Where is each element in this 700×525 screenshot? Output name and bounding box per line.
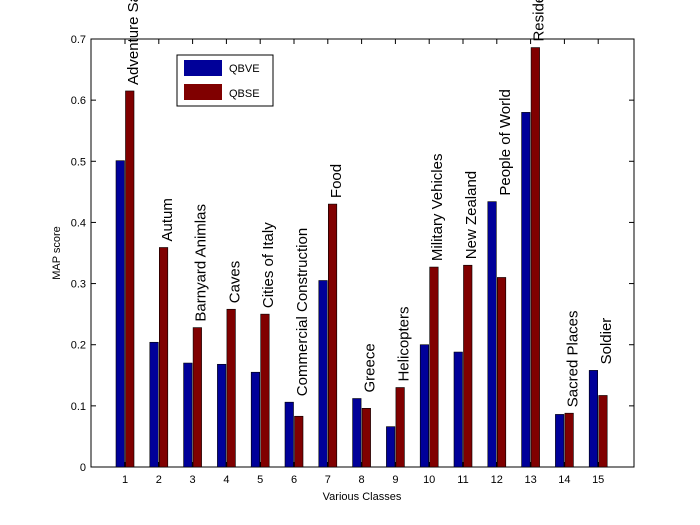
x-tick-label: 5 (257, 474, 263, 486)
bar-qbse-10 (429, 266, 439, 468)
bar-qbse-3 (192, 327, 202, 468)
class-label-14: Sacred Places (564, 310, 581, 407)
y-tick-label: 0.5 (71, 156, 86, 168)
bar-qbse-2 (159, 247, 169, 468)
class-label-10: Military Vehicles (429, 154, 446, 262)
y-tick-label: 0.6 (71, 95, 86, 107)
legend-swatch-qbse (184, 84, 222, 100)
y-tick-label: 0.1 (71, 401, 86, 413)
bar-qbve-10 (419, 344, 430, 468)
x-axis-ticks: 1 2 3 4 5 6 7 8 9 10 11 12 13 14 15 (122, 39, 604, 486)
bar-qbve-11 (453, 351, 463, 468)
bar-qbse-14 (564, 412, 574, 468)
x-tick-label: 2 (156, 474, 162, 486)
bars-group (115, 47, 608, 468)
bar-qbve-4 (217, 363, 227, 468)
bar-qbve-8 (352, 398, 362, 468)
bar-qbse-8 (361, 408, 371, 468)
class-label-1: Adventure Sailing (125, 0, 142, 85)
x-tick-label: 6 (291, 474, 297, 486)
bar-qbve-1 (115, 160, 125, 468)
legend-label-qbse: QBSE (229, 88, 260, 100)
bar-qbse-7 (327, 203, 338, 468)
x-tick-label: 13 (524, 474, 536, 486)
y-tick-label: 0.7 (71, 34, 86, 46)
y-tick-label: 0.4 (71, 217, 86, 229)
bar-qbse-1 (125, 90, 135, 468)
x-tick-label: 1 (122, 474, 128, 486)
x-tick-label: 11 (457, 474, 468, 486)
x-axis-label: Various Classes (323, 491, 402, 503)
class-label-8: Greece (362, 343, 379, 392)
bar-qbve-2 (149, 341, 159, 468)
y-tick-label: 0.3 (71, 279, 86, 291)
bar-qbve-5 (250, 371, 260, 468)
legend: QBVE QBSE (176, 54, 274, 107)
x-tick-label: 14 (558, 474, 570, 486)
bar-qbve-7 (318, 280, 328, 468)
class-label-13: Residential Interiors (531, 0, 548, 42)
plot-area (90, 38, 635, 468)
y-tick-label: 0 (80, 462, 86, 474)
class-label-9: Helicopters (395, 306, 412, 381)
class-label-5: Cities of Italy (260, 222, 277, 308)
bar-qbve-15 (588, 370, 599, 468)
class-labels-group: Adventure Sailing Autum Barnyard Animlas Ca… (125, 0, 615, 407)
bar-qbve-12 (487, 201, 497, 468)
class-label-7: Food (328, 164, 345, 198)
x-tick-label: 10 (423, 474, 435, 486)
bar-qbve-6 (284, 401, 294, 468)
bar-qbse-6 (294, 415, 304, 468)
x-tick-label: 7 (325, 474, 331, 486)
y-axis-ticks: 0 0.1 0.2 0.3 0.4 0.5 0.6 0.7 (71, 34, 634, 474)
bar-qbse-15 (598, 395, 608, 468)
bar-qbse-13 (530, 47, 540, 468)
x-tick-label: 9 (392, 474, 398, 486)
x-tick-label: 12 (491, 474, 503, 486)
bar-qbve-9 (386, 426, 396, 468)
class-label-15: Soldier (598, 318, 615, 365)
x-tick-label: 15 (592, 474, 604, 486)
legend-swatch-qbve (184, 60, 222, 76)
y-tick-label: 0.2 (71, 340, 86, 352)
bar-qbve-3 (183, 362, 193, 468)
y-axis-label: MAP score (51, 226, 63, 280)
bar-qbse-11 (463, 264, 473, 468)
class-label-2: Autum (159, 198, 176, 241)
bar-qbve-13 (521, 112, 531, 468)
x-tick-label: 4 (223, 474, 229, 486)
class-label-6: Commercial Construction (294, 228, 311, 396)
class-label-3: Barnyard Animlas (193, 204, 210, 322)
legend-label-qbve: QBVE (229, 63, 260, 75)
bar-qbse-5 (260, 313, 270, 468)
x-tick-label: 8 (359, 474, 365, 486)
bar-qbse-4 (226, 308, 236, 468)
bar-qbse-12 (496, 277, 507, 468)
class-label-4: Caves (226, 261, 243, 304)
class-label-11: New Zealand (463, 171, 480, 259)
bar-qbse-9 (395, 387, 405, 468)
x-tick-label: 3 (190, 474, 196, 486)
class-label-12: People of World (497, 89, 514, 195)
bar-qbve-14 (555, 414, 565, 468)
